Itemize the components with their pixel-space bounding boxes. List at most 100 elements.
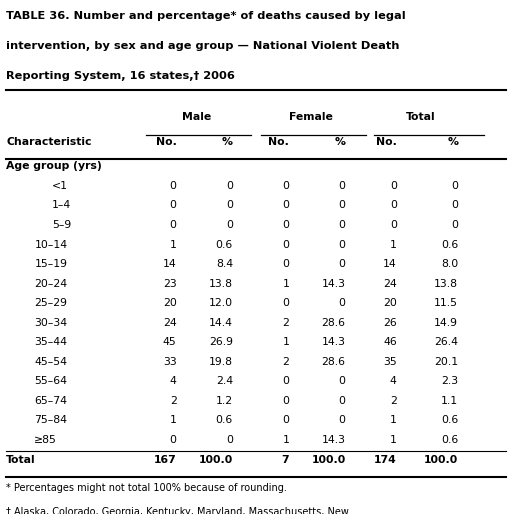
Text: 0: 0	[338, 396, 346, 406]
Text: 0: 0	[282, 200, 289, 210]
Text: %: %	[447, 137, 458, 146]
Text: TABLE 36. Number and percentage* of deaths caused by legal: TABLE 36. Number and percentage* of deat…	[6, 11, 406, 21]
Text: 26: 26	[383, 318, 397, 327]
Text: %: %	[222, 137, 233, 146]
Text: 0: 0	[338, 181, 346, 191]
Text: 55–64: 55–64	[34, 376, 67, 386]
Text: 0: 0	[226, 200, 233, 210]
Text: 23: 23	[163, 279, 177, 288]
Text: 0: 0	[390, 200, 397, 210]
Text: 10–14: 10–14	[34, 240, 68, 249]
Text: 24: 24	[383, 279, 397, 288]
Text: 45–54: 45–54	[34, 357, 67, 366]
Text: 0: 0	[451, 200, 458, 210]
Text: 1.2: 1.2	[216, 396, 233, 406]
Text: 4: 4	[170, 376, 177, 386]
Text: 0.6: 0.6	[216, 240, 233, 249]
Text: 0.6: 0.6	[441, 240, 458, 249]
Text: 0: 0	[338, 200, 346, 210]
Text: 2.3: 2.3	[441, 376, 458, 386]
Text: 13.8: 13.8	[434, 279, 458, 288]
Text: 0: 0	[282, 376, 289, 386]
Text: 1: 1	[390, 240, 397, 249]
Text: 2: 2	[283, 357, 289, 366]
Text: 167: 167	[154, 455, 177, 465]
Text: intervention, by sex and age group — National Violent Death: intervention, by sex and age group — Nat…	[6, 41, 400, 51]
Text: 65–74: 65–74	[34, 396, 67, 406]
Text: 1: 1	[283, 279, 289, 288]
Text: 0: 0	[338, 415, 346, 425]
Text: † Alaska, Colorado, Georgia, Kentucky, Maryland, Massachusetts, New: † Alaska, Colorado, Georgia, Kentucky, M…	[6, 507, 349, 514]
Text: 5–9: 5–9	[52, 220, 72, 230]
Text: 20: 20	[383, 298, 397, 308]
Text: Reporting System, 16 states,† 2006: Reporting System, 16 states,† 2006	[6, 71, 235, 81]
Text: 2: 2	[170, 396, 177, 406]
Text: 33: 33	[163, 357, 177, 366]
Text: 1: 1	[170, 415, 177, 425]
Text: Female: Female	[289, 112, 333, 122]
Text: 0.6: 0.6	[441, 415, 458, 425]
Text: 0.6: 0.6	[441, 435, 458, 445]
Text: 2.4: 2.4	[216, 376, 233, 386]
Text: 14.3: 14.3	[322, 279, 346, 288]
Text: 25–29: 25–29	[34, 298, 67, 308]
Text: 15–19: 15–19	[34, 259, 67, 269]
Text: 1: 1	[390, 415, 397, 425]
Text: No.: No.	[376, 137, 397, 146]
Text: * Percentages might not total 100% because of rounding.: * Percentages might not total 100% becau…	[6, 483, 287, 493]
Text: 0: 0	[226, 435, 233, 445]
Text: 28.6: 28.6	[322, 357, 346, 366]
Text: 1: 1	[283, 435, 289, 445]
Text: Male: Male	[182, 112, 212, 122]
Text: 2: 2	[283, 318, 289, 327]
Text: 100.0: 100.0	[424, 455, 458, 465]
Text: 1.1: 1.1	[441, 396, 458, 406]
Text: 75–84: 75–84	[34, 415, 67, 425]
Text: 0: 0	[226, 181, 233, 191]
Text: 26.4: 26.4	[434, 337, 458, 347]
Text: 4: 4	[390, 376, 397, 386]
Text: 8.0: 8.0	[441, 259, 458, 269]
Text: 0: 0	[169, 220, 177, 230]
Text: 0: 0	[282, 240, 289, 249]
Text: 14.3: 14.3	[322, 435, 346, 445]
Text: 0: 0	[451, 220, 458, 230]
Text: 0: 0	[338, 220, 346, 230]
Text: 0: 0	[338, 240, 346, 249]
Text: 14.3: 14.3	[322, 337, 346, 347]
Text: 7: 7	[282, 455, 289, 465]
Text: 28.6: 28.6	[322, 318, 346, 327]
Text: 0: 0	[390, 181, 397, 191]
Text: 45: 45	[163, 337, 177, 347]
Text: 0: 0	[226, 220, 233, 230]
Text: 20–24: 20–24	[34, 279, 68, 288]
Text: 0: 0	[282, 259, 289, 269]
Text: 0: 0	[169, 200, 177, 210]
Text: 19.8: 19.8	[209, 357, 233, 366]
Text: ≥85: ≥85	[34, 435, 57, 445]
Text: 1: 1	[390, 435, 397, 445]
Text: Characteristic: Characteristic	[6, 137, 92, 146]
Text: 26.9: 26.9	[209, 337, 233, 347]
Text: 8.4: 8.4	[216, 259, 233, 269]
Text: 0: 0	[282, 181, 289, 191]
Text: 35–44: 35–44	[34, 337, 67, 347]
Text: %: %	[335, 137, 346, 146]
Text: 1–4: 1–4	[52, 200, 72, 210]
Text: 14.4: 14.4	[209, 318, 233, 327]
Text: No.: No.	[156, 137, 177, 146]
Text: 24: 24	[163, 318, 177, 327]
Text: Total: Total	[6, 455, 36, 465]
Text: 20.1: 20.1	[434, 357, 458, 366]
Text: 1: 1	[170, 240, 177, 249]
Text: 12.0: 12.0	[209, 298, 233, 308]
Text: 46: 46	[383, 337, 397, 347]
Text: 0: 0	[169, 435, 177, 445]
Text: 1: 1	[283, 337, 289, 347]
Text: 35: 35	[383, 357, 397, 366]
Text: 100.0: 100.0	[199, 455, 233, 465]
Text: 14: 14	[163, 259, 177, 269]
Text: No.: No.	[268, 137, 289, 146]
Text: 2: 2	[390, 396, 397, 406]
Text: 100.0: 100.0	[311, 455, 346, 465]
